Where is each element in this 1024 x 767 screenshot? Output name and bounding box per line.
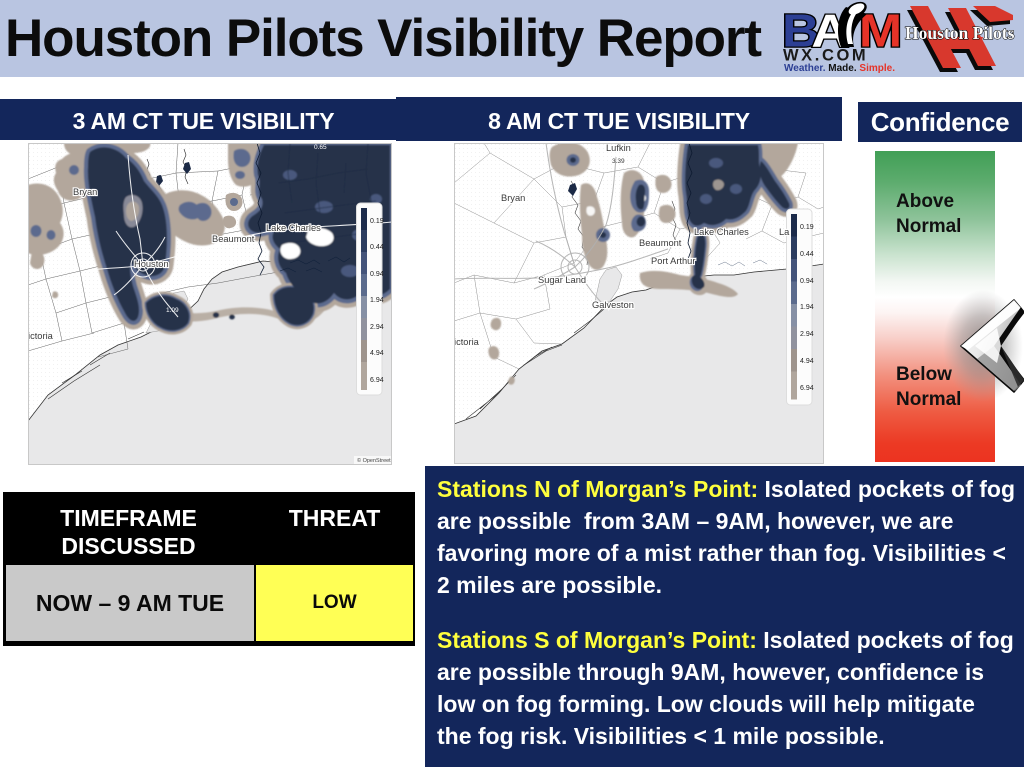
svg-text:ictoria: ictoria: [454, 337, 480, 347]
svg-text:0.44: 0.44: [370, 244, 384, 251]
svg-text:WX.COM: WX.COM: [783, 47, 868, 65]
svg-text:1.94: 1.94: [370, 297, 384, 304]
svg-text:Lake Charles: Lake Charles: [694, 227, 749, 237]
svg-text:6.94: 6.94: [800, 385, 814, 392]
svg-text:© OpenStreetMap: © OpenStreetMap: [357, 457, 392, 464]
svg-text:Houston Pilots: Houston Pilots: [905, 23, 1015, 43]
svg-text:La: La: [779, 227, 790, 237]
svg-text:Lufkin: Lufkin: [606, 143, 631, 153]
svg-text:Beaumont: Beaumont: [212, 234, 255, 244]
svg-text:0.19: 0.19: [370, 218, 384, 225]
svg-text:1.09: 1.09: [166, 307, 179, 314]
svg-text:Houston: Houston: [134, 259, 169, 269]
svg-text:Weather. Made. Simple.: Weather. Made. Simple.: [784, 63, 895, 73]
svg-text:Bryan: Bryan: [73, 187, 97, 197]
svg-text:Bryan: Bryan: [501, 193, 525, 203]
svg-text:0.44: 0.44: [800, 251, 814, 258]
svg-text:2.23: 2.23: [218, 250, 231, 257]
svg-text:ictoria: ictoria: [28, 331, 54, 341]
svg-text:0.65: 0.65: [314, 144, 327, 151]
svg-text:0.94: 0.94: [370, 271, 384, 278]
svg-text:Galveston: Galveston: [592, 300, 634, 310]
svg-text:1.94: 1.94: [800, 304, 814, 311]
svg-text:2.94: 2.94: [800, 331, 814, 338]
svg-text:6.94: 6.94: [370, 377, 384, 384]
svg-text:M: M: [859, 6, 902, 57]
svg-text:4.94: 4.94: [800, 358, 814, 365]
svg-text:0.19: 0.19: [800, 224, 814, 231]
svg-text:Beaumont: Beaumont: [639, 238, 682, 248]
svg-text:2.94: 2.94: [370, 324, 384, 331]
svg-text:4.94: 4.94: [370, 350, 384, 357]
svg-text:B: B: [782, 6, 820, 57]
svg-text:Lake Charles: Lake Charles: [266, 223, 321, 233]
svg-text:0.94: 0.94: [800, 278, 814, 285]
svg-text:3.39: 3.39: [612, 158, 625, 165]
svg-text:Port Arthur: Port Arthur: [651, 256, 695, 266]
svg-text:Sugar Land: Sugar Land: [538, 275, 586, 285]
